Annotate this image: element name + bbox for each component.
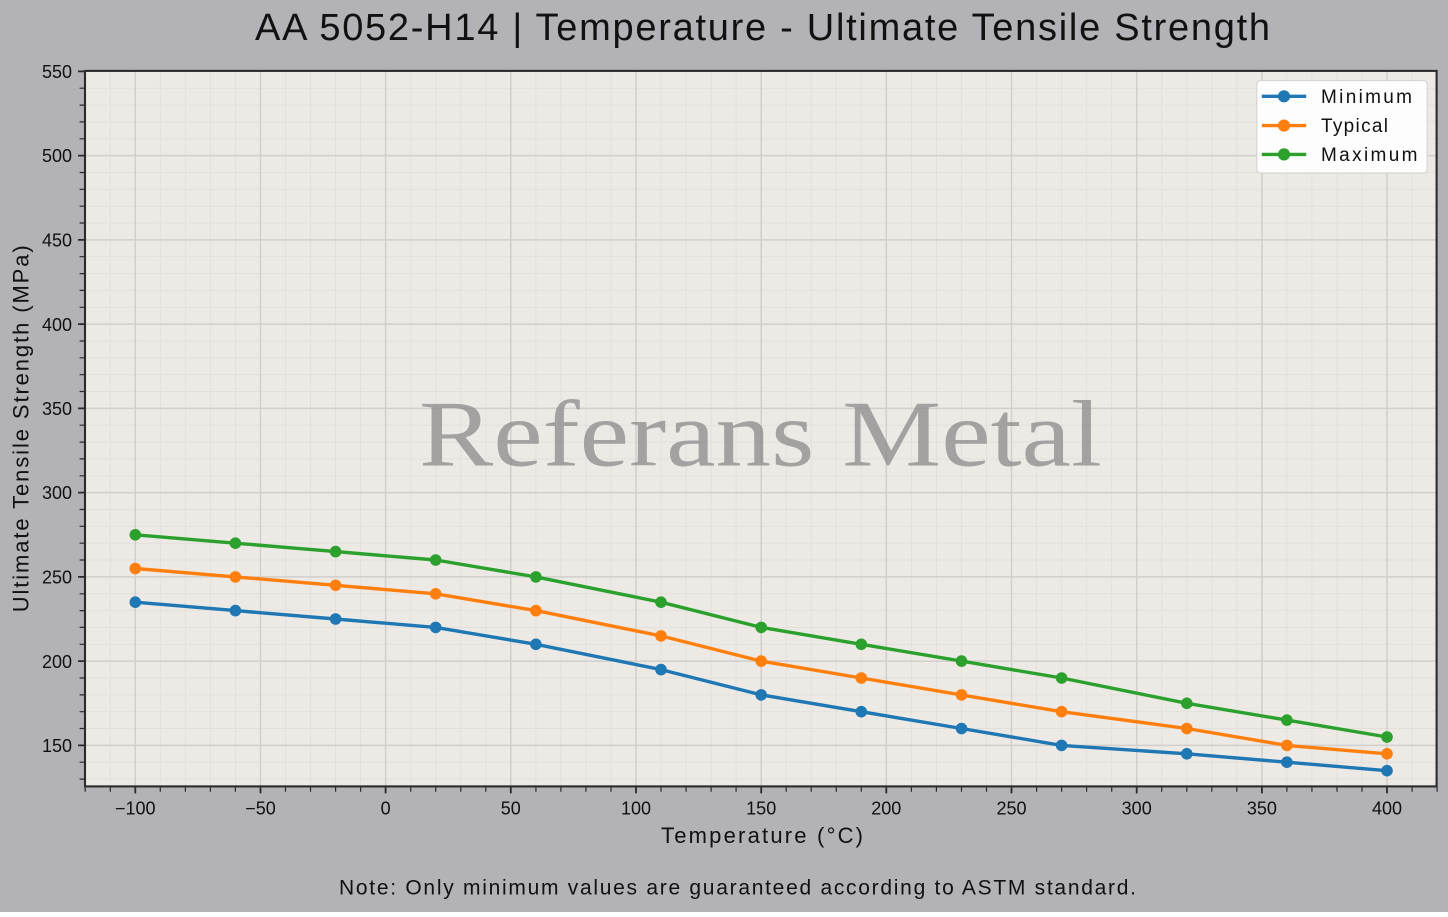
svg-text:350: 350 [42,399,72,419]
svg-text:0: 0 [381,798,391,818]
svg-text:200: 200 [42,652,72,672]
svg-text:500: 500 [42,146,72,166]
svg-text:400: 400 [1372,798,1402,818]
svg-text:100: 100 [621,798,651,818]
svg-text:350: 350 [1247,798,1277,818]
svg-text:250: 250 [996,798,1026,818]
svg-text:150: 150 [42,736,72,756]
svg-text:550: 550 [42,62,72,82]
svg-text:250: 250 [42,568,72,588]
svg-text:450: 450 [42,231,72,251]
svg-text:300: 300 [1122,798,1152,818]
svg-text:Temperature (°C): Temperature (°C) [661,823,863,848]
svg-text:Referans Metal: Referans Metal [419,382,1102,486]
svg-text:Minimum: Minimum [1321,87,1412,108]
svg-text:Note: Only minimum values are: Note: Only minimum values are guaranteed… [339,877,1136,900]
svg-text:50: 50 [501,798,521,818]
svg-text:AA 5052-H14 | Temperature - Ul: AA 5052-H14 | Temperature - Ultimate Ten… [255,7,1270,49]
svg-text:300: 300 [42,483,72,503]
svg-text:400: 400 [42,315,72,335]
svg-text:−100: −100 [115,798,156,818]
svg-text:200: 200 [871,798,901,818]
svg-text:−50: −50 [245,798,276,818]
svg-text:150: 150 [746,798,776,818]
